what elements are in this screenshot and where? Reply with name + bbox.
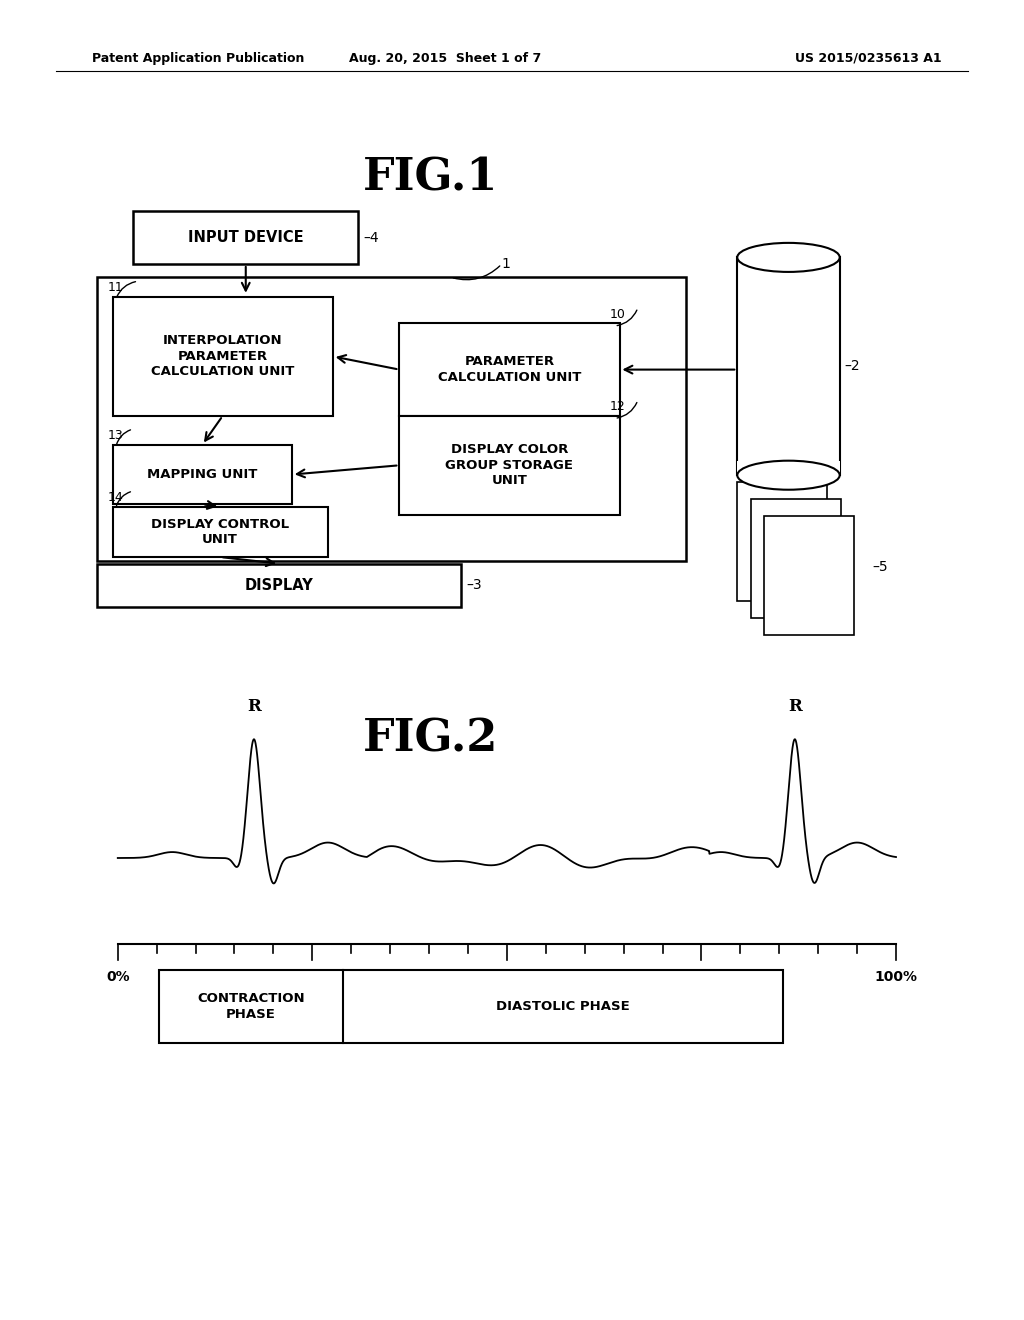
Bar (159, 970, 783, 1043)
Text: 50%: 50% (490, 970, 523, 985)
Text: DIASTOLIC PHASE: DIASTOLIC PHASE (497, 1001, 630, 1012)
Text: –2: –2 (845, 359, 860, 374)
Bar (751, 499, 841, 618)
Text: 100%: 100% (874, 970, 918, 985)
Text: 1: 1 (502, 257, 511, 271)
Bar (113, 507, 328, 557)
Bar (737, 461, 840, 475)
Text: PARAMETER
CALCULATION UNIT: PARAMETER CALCULATION UNIT (437, 355, 582, 384)
Bar (399, 416, 620, 515)
Bar (764, 516, 854, 635)
Text: –5: –5 (872, 560, 888, 574)
Text: DISPLAY: DISPLAY (245, 578, 313, 593)
Text: R: R (247, 698, 261, 715)
Text: 14: 14 (108, 491, 123, 504)
Ellipse shape (737, 243, 840, 272)
Text: US 2015/0235613 A1: US 2015/0235613 A1 (796, 51, 942, 65)
Text: CONTRACTION
PHASE: CONTRACTION PHASE (197, 993, 305, 1020)
Bar (113, 297, 333, 416)
Bar (737, 482, 827, 601)
Text: Patent Application Publication: Patent Application Publication (92, 51, 304, 65)
Text: R: R (787, 698, 802, 715)
Text: MAPPING UNIT: MAPPING UNIT (147, 469, 257, 480)
Text: 11: 11 (108, 281, 123, 294)
Text: DISPLAY COLOR
GROUP STORAGE
UNIT: DISPLAY COLOR GROUP STORAGE UNIT (445, 444, 573, 487)
Text: 12: 12 (609, 400, 625, 413)
Text: Aug. 20, 2015  Sheet 1 of 7: Aug. 20, 2015 Sheet 1 of 7 (349, 51, 542, 65)
Bar (737, 257, 840, 475)
Text: DISPLAY CONTROL
UNIT: DISPLAY CONTROL UNIT (152, 517, 289, 546)
Bar (399, 323, 620, 416)
Text: 10: 10 (609, 308, 626, 321)
Bar (113, 445, 292, 504)
Text: 0%: 0% (105, 970, 130, 985)
Bar (97, 277, 686, 561)
Text: 13: 13 (108, 429, 123, 442)
Text: –3: –3 (466, 578, 481, 593)
Text: –4: –4 (364, 231, 379, 244)
Text: INPUT DEVICE: INPUT DEVICE (188, 230, 303, 246)
Bar (133, 211, 358, 264)
Ellipse shape (737, 461, 840, 490)
Text: FIG.1: FIG.1 (362, 157, 498, 199)
Text: INTERPOLATION
PARAMETER
CALCULATION UNIT: INTERPOLATION PARAMETER CALCULATION UNIT (151, 334, 295, 379)
Text: FIG.2: FIG.2 (362, 718, 498, 760)
Bar (97, 564, 461, 607)
